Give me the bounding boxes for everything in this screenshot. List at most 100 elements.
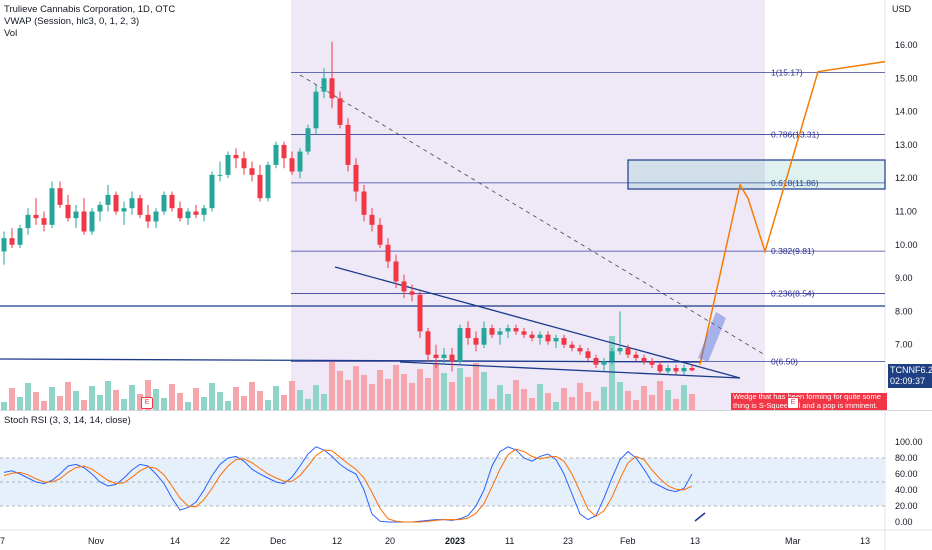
candle-body — [609, 351, 615, 362]
candle-body — [417, 294, 423, 332]
time-tick-label: 7 — [0, 536, 5, 546]
time-tick-label: Nov — [88, 536, 105, 546]
fib-level-label: 0.382(9.81) — [771, 246, 815, 256]
volume-bar — [457, 368, 463, 410]
candle-body — [529, 334, 535, 339]
price-tick-label: 16.00 — [895, 40, 918, 50]
candle-body — [281, 144, 287, 159]
time-tick-label: 2023 — [445, 536, 465, 546]
volume-bar — [201, 397, 207, 410]
candle-body — [273, 144, 279, 165]
time-tick-label: 23 — [563, 536, 573, 546]
earnings-marker[interactable]: E — [141, 397, 153, 409]
last-price-label[interactable]: TCNNF 6.23 02:09:37 — [888, 364, 932, 388]
volume-bar — [241, 396, 247, 410]
time-tick-label: 22 — [220, 536, 230, 546]
volume-bar — [321, 394, 327, 410]
volume-bar — [401, 374, 407, 410]
volume-bar — [521, 389, 527, 410]
wedge-lower-line — [399, 361, 741, 379]
candle-body — [305, 128, 311, 152]
symbol-title: Trulieve Cannabis Corporation, 1D, OTC — [4, 4, 176, 15]
candle-body — [321, 78, 327, 92]
volume-bar — [257, 391, 263, 410]
time-tick-label: 12 — [332, 536, 342, 546]
volume-bar — [129, 385, 135, 410]
volume-bar — [473, 363, 479, 410]
candle-body — [681, 368, 687, 372]
candle-body — [1, 238, 7, 252]
volume-bar — [305, 399, 311, 410]
candle-body — [593, 358, 599, 365]
volume-bar — [209, 383, 215, 410]
candle-body — [193, 211, 199, 215]
volume-bar — [513, 380, 519, 410]
bar-countdown: 02:09:37 — [890, 376, 926, 386]
candle-body — [433, 354, 439, 359]
candle-body — [409, 291, 415, 295]
candle-body — [113, 194, 119, 212]
volume-bar — [409, 383, 415, 410]
candle-body — [497, 331, 503, 335]
candle-body — [289, 158, 295, 172]
volume-bar — [81, 400, 87, 410]
volume-bar — [313, 385, 319, 410]
candle-body — [241, 158, 247, 169]
volume-bar — [145, 380, 151, 410]
earnings-marker-2[interactable]: E — [787, 397, 799, 409]
volume-bar — [505, 394, 511, 410]
candle-body — [425, 331, 431, 355]
stoch-tick-label: 100.00 — [895, 437, 923, 447]
volume-bar — [625, 391, 631, 410]
candle-body — [65, 204, 71, 219]
candle-body — [617, 348, 623, 352]
volume-bar — [193, 388, 199, 410]
annotation-callout[interactable]: Wedge that has been forming for quite so… — [731, 393, 887, 410]
volume-indicator-label: Vol — [4, 28, 18, 39]
candle-body — [129, 198, 135, 209]
volume-bar — [689, 394, 695, 410]
candle-body — [9, 238, 15, 245]
price-tick-label: 11.00 — [895, 207, 917, 217]
volume-bar — [593, 401, 599, 410]
volume-bar — [657, 381, 663, 410]
candle-body — [257, 174, 263, 199]
projection-path — [699, 60, 886, 365]
pane-separator[interactable] — [0, 410, 932, 411]
volume-bar — [465, 377, 471, 410]
volume-bar — [449, 382, 455, 410]
volume-bar — [17, 397, 23, 410]
time-tick-label: 13 — [860, 536, 870, 546]
volume-bar — [641, 386, 647, 410]
time-tick-label: 13 — [690, 536, 700, 546]
candle-body — [473, 338, 479, 345]
volume-bar — [609, 336, 615, 410]
time-tick-label: 11 — [505, 536, 514, 546]
price-tick-label: 9.00 — [895, 273, 913, 283]
volume-bar — [137, 394, 143, 410]
candle-body — [457, 328, 463, 362]
volume-bar — [153, 389, 159, 410]
stoch-tick-label: 0.00 — [895, 517, 913, 527]
candle-body — [169, 194, 175, 209]
volume-bar — [481, 372, 487, 410]
volume-bar — [9, 388, 15, 410]
volume-bar — [681, 385, 687, 410]
volume-bar — [577, 383, 583, 410]
candle-body — [337, 98, 343, 125]
candle-body — [633, 354, 639, 359]
time-tick-label: Dec — [270, 536, 287, 546]
volume-bar — [617, 382, 623, 410]
candle-body — [657, 364, 663, 372]
volume-bar — [297, 390, 303, 410]
candle-body — [233, 154, 239, 159]
volume-bar — [289, 381, 295, 410]
volume-bar — [369, 384, 375, 410]
volume-bar — [633, 400, 639, 410]
volume-bar — [601, 387, 607, 410]
fib-trend-line — [299, 74, 766, 356]
candle-body — [481, 328, 487, 345]
vwap-indicator-label: VWAP (Session, hlc3, 0, 1, 2, 3) — [4, 16, 140, 27]
candle-body — [489, 328, 495, 335]
